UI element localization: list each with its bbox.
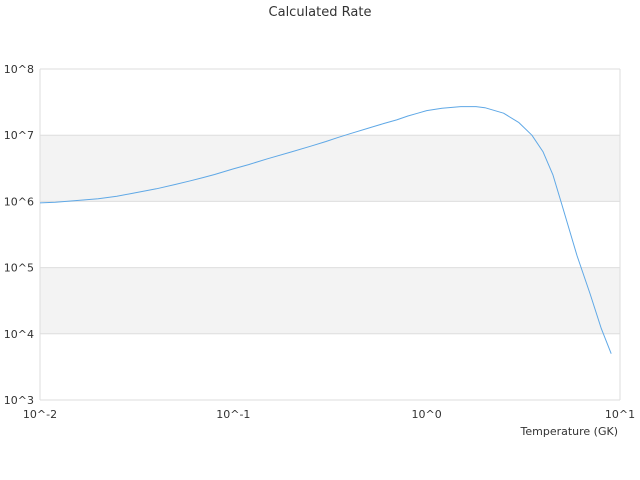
y-tick-label: 10^3 [4, 394, 34, 407]
y-tick-label: 10^4 [4, 328, 34, 341]
x-axis-label: Temperature (GK) [520, 425, 619, 438]
plot-grid [39, 68, 621, 401]
x-tick-label: 10^-2 [23, 408, 57, 421]
chart-title: Calculated Rate [269, 5, 372, 20]
y-tick-label: 10^7 [4, 129, 34, 142]
x-tick-label: 10^1 [605, 408, 635, 421]
plot-band [40, 135, 620, 202]
plot-bands [40, 135, 620, 334]
series-line [39, 106, 612, 354]
tick-labels: 10^3 10^4 10^5 10^6 10^7 10^8 10^-2 10^-1 10^0 10… [4, 63, 635, 421]
x-tick-label: 10^0 [412, 408, 442, 421]
plot-band [40, 267, 620, 334]
x-tick-label: 10^-1 [216, 408, 250, 421]
y-tick-label: 10^8 [4, 63, 34, 76]
y-tick-label: 10^6 [4, 195, 34, 208]
plot-series [39, 106, 612, 354]
y-tick-label: 10^5 [4, 262, 34, 275]
